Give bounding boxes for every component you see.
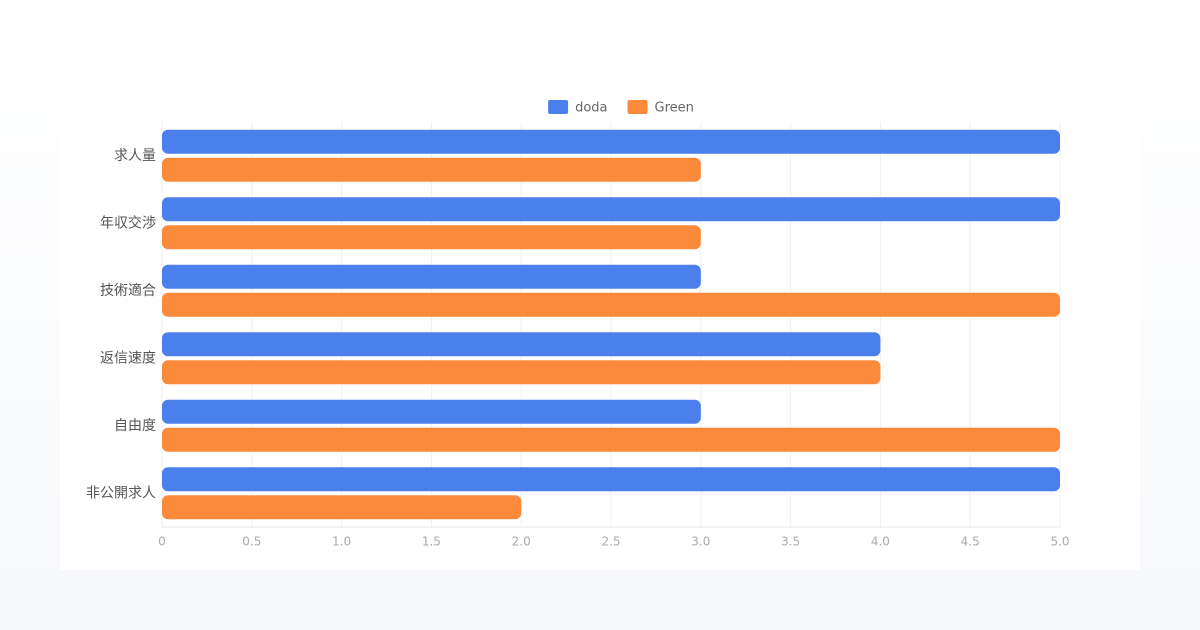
y-tick-label: 返信速度 — [100, 350, 156, 366]
y-tick-label: 求人量 — [114, 148, 156, 164]
bar — [162, 197, 1060, 222]
bar — [162, 495, 522, 520]
bar — [162, 399, 701, 424]
legend-label[interactable]: doda — [575, 101, 607, 116]
x-tick-label: 4.5 — [961, 535, 980, 549]
x-tick-label: 0 — [158, 535, 166, 549]
x-tick-label: 2.5 — [601, 535, 620, 549]
y-tick-label: 年収交渉 — [100, 214, 156, 231]
x-tick-label: 2.0 — [512, 535, 531, 549]
legend-swatch[interactable] — [548, 100, 569, 114]
x-tick-label: 5.0 — [1050, 535, 1069, 549]
x-tick-label: 1.5 — [422, 535, 441, 549]
x-tick-label: 4.0 — [871, 535, 890, 549]
bar — [162, 157, 701, 182]
y-tick-label: 技術適合 — [100, 282, 156, 299]
x-tick-label: 0.5 — [242, 535, 261, 549]
y-tick-label: 非公開求人 — [86, 485, 156, 501]
bar — [162, 332, 881, 357]
legend-swatch[interactable] — [627, 100, 648, 114]
bar — [162, 264, 701, 289]
x-tick-label: 3.0 — [691, 535, 710, 549]
x-tick-label: 1.0 — [332, 535, 351, 549]
bar — [162, 129, 1060, 154]
legend-label[interactable]: Green — [655, 101, 694, 116]
bar — [162, 467, 1060, 492]
bar — [162, 292, 1060, 317]
bar — [162, 360, 881, 385]
y-tick-label: 自由度 — [114, 418, 156, 434]
x-tick-label: 3.5 — [781, 535, 800, 549]
bar — [162, 427, 1060, 452]
bar — [162, 225, 701, 250]
